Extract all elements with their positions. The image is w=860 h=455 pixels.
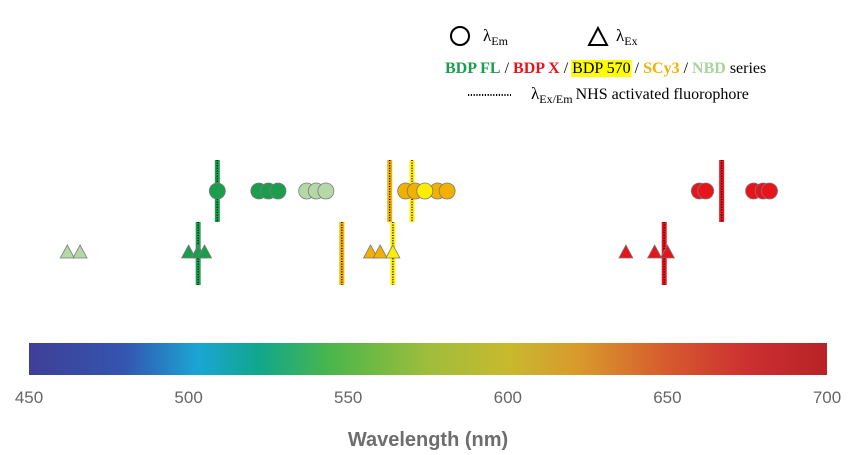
legend-ex-entry: λEx — [587, 25, 638, 48]
em-point-bdp-fl — [208, 182, 226, 200]
svg-text:λEx: λEx — [616, 26, 638, 48]
legend-series-segment: SCy3 — [643, 60, 679, 77]
ex-point-bdp-x — [659, 244, 676, 259]
legend-series-line: BDP FL / BDP X / BDP 570 / SCy3 / NBD se… — [445, 60, 766, 77]
x-tick-label: 700 — [813, 388, 841, 407]
legend-em-symbol: λ — [483, 26, 492, 45]
legend-series-segment: BDP X — [513, 60, 560, 77]
legend-circle-icon — [450, 26, 470, 46]
legend-series-segment: series — [726, 60, 766, 77]
legend-bdp570-highlight — [571, 60, 632, 77]
legend-series-segment: / — [680, 60, 692, 77]
em-point-bdp-fl — [269, 182, 287, 200]
x-tick-labels: 450 500 550 600 650 700 — [15, 388, 841, 407]
legend-series-segment: / — [560, 60, 572, 77]
em-point-nbd — [317, 182, 335, 200]
legend-nhs-entry: λEx/Em NHS activated fluorophore — [468, 84, 749, 106]
ex-point-bdp-fl — [196, 244, 213, 259]
ex-point-bdp-x — [618, 244, 634, 259]
legend-ex-symbol: λ — [616, 26, 625, 45]
legend-em-entry: λEm — [450, 26, 509, 48]
ex-point-nbd — [72, 244, 88, 259]
em-point-bdp-x — [761, 182, 778, 200]
em-point-bdp-570 — [416, 182, 434, 200]
legend-series-segment: / — [631, 60, 643, 77]
ex-point-bdp-fl — [180, 244, 197, 259]
legend-series-segment: BDP 570 — [572, 60, 631, 77]
ex-point-bdp-570 — [385, 244, 401, 259]
legend-em-subscript: Em — [491, 34, 508, 48]
wavelength-colorbar — [29, 343, 827, 375]
x-axis-label: Wavelength (nm) — [348, 429, 508, 451]
ex-point-nbd — [59, 244, 75, 259]
em-point-scy3 — [438, 182, 456, 200]
legend-series-segment: / — [501, 60, 513, 77]
ex-point-scy3 — [372, 244, 388, 259]
ex-point-bdp-x — [646, 244, 663, 259]
x-tick-label: 600 — [494, 388, 522, 407]
legend-nhs-symbol: λ — [531, 84, 540, 103]
legend-nhs-text: NHS activated fluorophore — [576, 86, 749, 103]
nhs-line-layer — [195, 160, 725, 285]
marker-layer — [59, 182, 778, 259]
em-point-bdp-x — [697, 182, 715, 200]
legend-triangle-icon — [587, 25, 609, 46]
legend: λEm λEx BDP FL / BDP X / BDP 570 / SCy3 … — [445, 25, 766, 106]
x-tick-label: 500 — [174, 388, 202, 407]
legend-series-segment: BDP FL — [445, 60, 501, 77]
legend-ex-subscript: Ex — [624, 34, 637, 48]
legend-series-text: BDP FL / BDP X / BDP 570 / SCy3 / NBD se… — [445, 60, 766, 77]
x-tick-label: 550 — [334, 388, 362, 407]
ex-point-scy3 — [362, 244, 379, 259]
legend-nhs-subscript: Ex/Em — [539, 92, 573, 106]
svg-text:λEm: λEm — [483, 26, 509, 48]
legend-series-segment: NBD — [692, 60, 726, 77]
x-tick-label: 450 — [15, 388, 43, 407]
x-tick-label: 650 — [653, 388, 681, 407]
